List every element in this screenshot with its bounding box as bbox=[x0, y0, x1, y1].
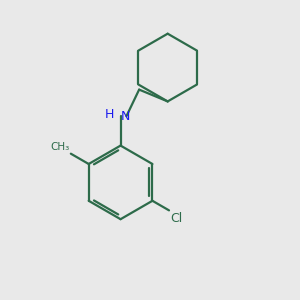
Text: CH₃: CH₃ bbox=[50, 142, 69, 152]
Text: N: N bbox=[121, 110, 130, 123]
Text: H: H bbox=[105, 108, 114, 121]
Text: Cl: Cl bbox=[170, 212, 183, 225]
